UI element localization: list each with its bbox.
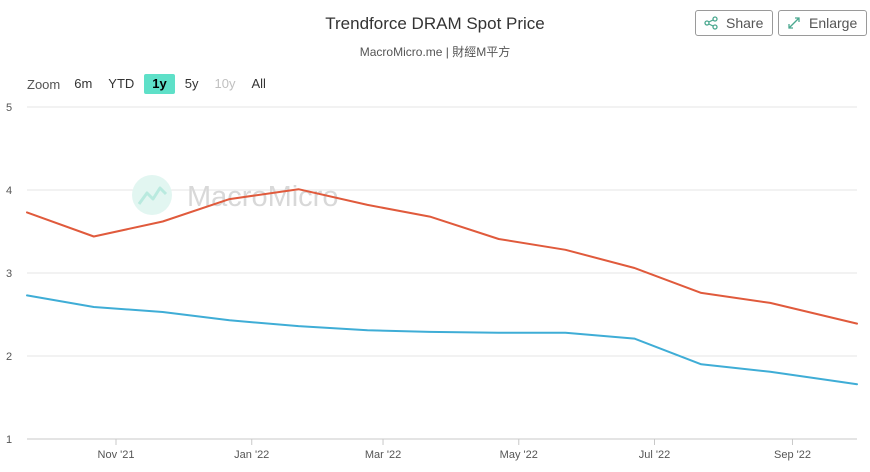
x-tick-label: Jan '22: [234, 449, 269, 461]
y-tick-label: 2: [6, 351, 12, 363]
x-tick-label: Nov '21: [98, 449, 135, 461]
chart-title: Trendforce DRAM Spot Price: [325, 14, 545, 33]
series-lines: [26, 188, 858, 386]
zoom-ytd-button[interactable]: YTD: [108, 76, 135, 91]
macromicro-logo-icon: [132, 175, 172, 215]
x-tick-label: Jul '22: [639, 449, 670, 461]
x-tick-label: Mar '22: [365, 449, 401, 461]
share-icon: [704, 16, 718, 30]
x-tick-label: May '22: [500, 449, 538, 461]
x-axis: Nov '21 Jan '22 Mar '22 May '22 Jul '22 Sep '…: [98, 439, 811, 461]
share-label: Share: [726, 15, 764, 31]
zoom-selector: Zoom 6m YTD 1y 5y 10y All: [27, 74, 276, 94]
enlarge-label: Enlarge: [809, 15, 858, 31]
zoom-10y-button[interactable]: 10y: [214, 76, 236, 91]
share-button[interactable]: Share: [695, 10, 773, 36]
enlarge-button[interactable]: Enlarge: [778, 10, 867, 36]
watermark: MacroMicro: [132, 175, 338, 215]
logo-chart-glyph: [137, 186, 168, 205]
y-tick-label: 5: [6, 102, 12, 114]
series-line-blue: [26, 294, 858, 386]
zoom-5y-button[interactable]: 5y: [184, 76, 199, 91]
expand-icon: [788, 17, 800, 29]
y-tick-label: 4: [6, 185, 12, 197]
zoom-all-button[interactable]: All: [251, 76, 266, 91]
x-tick-label: Sep '22: [774, 449, 811, 461]
gridlines: [27, 106, 857, 440]
y-tick-label: 1: [6, 434, 12, 446]
series-line-red: [26, 188, 858, 325]
y-axis: 1 2 3 4 5: [6, 102, 12, 446]
chart-subtitle: MacroMicro.me | 財經M平方: [359, 45, 511, 59]
y-tick-label: 3: [6, 268, 12, 280]
watermark-text: MacroMicro: [187, 181, 338, 213]
zoom-label: Zoom: [27, 76, 61, 92]
zoom-1y-button[interactable]: 1y: [144, 74, 175, 94]
zoom-6m-button[interactable]: 6m: [74, 76, 93, 91]
